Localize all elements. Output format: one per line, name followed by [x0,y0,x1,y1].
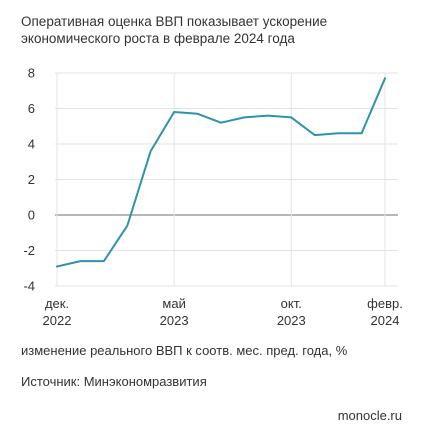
x-tick-label-0: дек. [45,296,69,311]
grid-lines [55,72,398,287]
y-tick-label-0: 8 [28,66,35,81]
y-tick-label-4: 0 [28,208,35,223]
y-tick-label-5: -2 [23,243,35,258]
x-tick-year-0: 2022 [43,313,72,328]
y-tick-label-6: -4 [23,279,35,294]
x-tick-year-1: 2023 [160,313,189,328]
source-note: Источник: Минэкономразвития [21,374,207,389]
x-tick-label-1: май [162,296,185,311]
x-tick-label-3: февр. [367,296,403,311]
y-tick-label-3: 2 [28,172,35,187]
x-tick-label-2: окт. [281,296,302,311]
series-layer [56,77,386,268]
y-tick-label-2: 4 [28,137,35,152]
y-axis-label: изменение реального ВВП к соотв. мес. пр… [21,343,348,358]
x-tick-year-2: 2023 [277,313,306,328]
brand-label: monocle.ru [337,408,402,423]
x-tick-year-3: 2024 [371,313,400,328]
y-axis-ticks: 8 6 4 2 0 -2 -4 [23,66,35,294]
y-tick-label-1: 6 [28,101,35,116]
line-chart: 8 6 4 2 0 -2 -4 дек. 2022 май 2023 окт. 2023 февр. 20… [23,66,403,329]
series-line-0 [56,77,386,268]
chart-title: Оперативная оценка ВВП показывает ускоре… [21,14,328,46]
x-axis-ticks: дек. 2022 май 2023 окт. 2023 февр. 2024 [43,296,403,328]
